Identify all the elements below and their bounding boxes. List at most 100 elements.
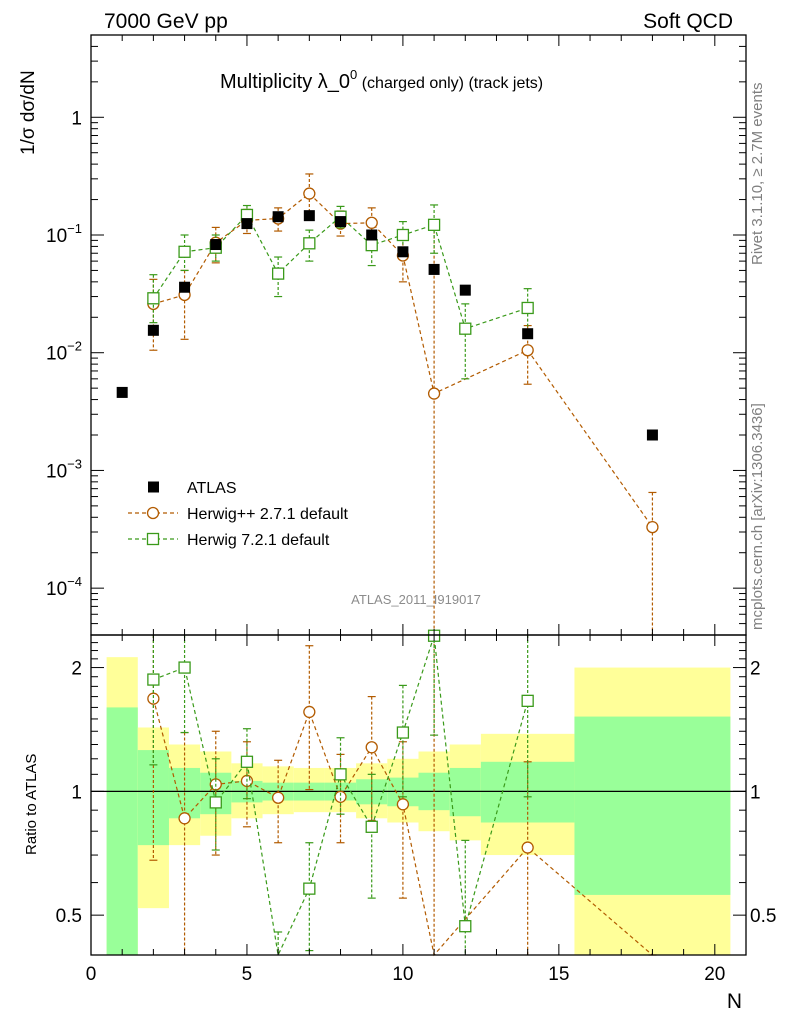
y-tick-label-exponent: −2 [67, 339, 82, 354]
herwigpp-ratio-marker [396, 798, 410, 811]
herwig7-ratio-marker [178, 661, 191, 674]
y-tick-label-exponent: −1 [67, 221, 82, 236]
legend-herwig7-marker [146, 532, 160, 546]
atlas-data-point [116, 386, 128, 398]
herwigpp-marker [365, 216, 378, 229]
y-tick-label: 10−4 [46, 574, 82, 600]
y-tick-label: 10−2 [46, 339, 82, 365]
plot-title-main: Multiplicity λ_0 [220, 71, 350, 93]
herwigpp-marker [303, 187, 316, 200]
legend-label-herwig7: Herwig 7.2.1 default [187, 532, 330, 549]
atlas-data-point [646, 429, 658, 441]
herwig7-ratio-marker [521, 694, 534, 707]
herwig7-ratio-marker [240, 755, 254, 768]
stat-uncertainty-band [574, 716, 731, 895]
herwig7-marker [303, 237, 316, 250]
herwigpp-ratio-marker [334, 790, 347, 803]
y-tick-label-base: 10 [46, 461, 67, 482]
y-tick-label-exponent: −3 [67, 456, 82, 471]
ratio-y-tick-label-right: 1 [750, 782, 761, 803]
x-tick-label: 15 [548, 964, 569, 985]
herwig7-ratio-marker [334, 768, 347, 781]
y-tick-label-base: 10 [46, 579, 67, 600]
herwigpp-ratio-marker [521, 841, 534, 854]
atlas-data-point [335, 216, 347, 228]
herwig7-line [152, 213, 528, 330]
ratio-y-tick-label: 1 [71, 782, 82, 803]
ratio-panel-series [147, 629, 657, 958]
atlas-data-point [397, 246, 409, 258]
rivet-version-label: Rivet 3.1.10, ≥ 2.7M events [749, 83, 766, 266]
herwigpp-ratio-marker [271, 791, 285, 804]
atlas-data-point [522, 328, 534, 340]
herwigpp-ratio-marker [303, 705, 316, 719]
atlas-data-point [147, 324, 159, 336]
herwig7-ratio-line [153, 635, 529, 958]
herwigpp-ratio-marker [178, 812, 191, 825]
herwig7-marker [271, 267, 285, 280]
herwig7-marker [365, 238, 378, 252]
plot-title: Multiplicity λ_00 (charged only) (track … [220, 67, 543, 93]
legend-herwigpp-marker [146, 506, 160, 520]
legend: ATLAS Herwig++ 2.7.1 default Herwig 7.2.1 … [128, 480, 349, 549]
main-panel-series [116, 173, 659, 635]
herwigpp-marker [521, 344, 534, 357]
plot-title-superscript: 0 [350, 67, 357, 82]
atlas-data-point [241, 218, 253, 230]
herwigpp-marker [646, 520, 659, 534]
ratio-y-tick-label-right: 0.5 [750, 906, 776, 927]
atlas-data-point [179, 281, 191, 293]
herwig7-marker [178, 245, 191, 258]
ratio-y-tick-label-right: 2 [750, 659, 761, 680]
herwigpp-marker [427, 387, 441, 400]
y-tick-label-exponent: −4 [67, 574, 82, 589]
legend-label-herwigpp: Herwig++ 2.7.1 default [187, 506, 349, 523]
herwig7-marker [521, 301, 534, 315]
herwig7-marker [427, 218, 441, 231]
herwig7-marker [396, 228, 410, 242]
ratio-uncertainty-bands [106, 657, 731, 955]
herwig7-ratio-marker [209, 796, 222, 809]
herwigpp-ratio-marker [147, 692, 160, 705]
herwig7-ratio-marker [147, 673, 160, 686]
atlas-data-point [210, 239, 222, 251]
ratio-y-tick-label: 2 [71, 659, 82, 680]
analysis-watermark: ATLAS_2011_I919017 [351, 592, 481, 607]
herwig7-ratio-marker [396, 726, 410, 739]
stat-uncertainty-band [106, 707, 138, 955]
herwig7-marker [459, 322, 472, 335]
header-energy-label: 7000 GeV pp [104, 10, 228, 33]
atlas-data-point [428, 263, 440, 275]
legend-label-data: ATLAS [187, 480, 237, 497]
atlas-data-point [459, 284, 471, 296]
x-axis-label: N [727, 990, 742, 1013]
x-tick-label: 10 [392, 964, 413, 985]
ratio-panel-frame [90, 634, 747, 956]
y-tick-label: 1 [71, 108, 82, 129]
herwigpp-ratio-line [152, 698, 653, 957]
y-tick-label-base: 10 [46, 344, 67, 365]
y-tick-label: 10−3 [46, 456, 82, 482]
plot-title-suffix: (charged only) (track jets) [357, 75, 543, 92]
herwig7-marker [147, 292, 160, 305]
atlas-data-point [272, 211, 284, 223]
herwig7-ratio-marker [459, 920, 472, 933]
header-process-label: Soft QCD [643, 10, 733, 33]
ratio-y-axis-label: Ratio to ATLAS [23, 754, 40, 855]
atlas-data-point [303, 210, 315, 222]
y-tick-label-base: 1 [71, 108, 82, 129]
ratio-y-tick-label: 0.5 [56, 906, 82, 927]
y-tick-label: 10−1 [46, 221, 82, 247]
x-tick-label: 20 [704, 964, 725, 985]
mcplots-label: mcplots.cern.ch [arXiv:1306.3436] [749, 403, 766, 630]
stat-uncertainty-band [449, 767, 481, 817]
y-tick-label-base: 10 [46, 226, 67, 247]
herwigpp-line [153, 192, 653, 528]
atlas-data-point [366, 229, 378, 241]
herwig7-ratio-marker [303, 882, 316, 895]
x-tick-label: 0 [86, 964, 97, 985]
legend-atlas-marker [148, 481, 159, 493]
y-axis-label: 1/σ dσ/dN [18, 70, 39, 155]
